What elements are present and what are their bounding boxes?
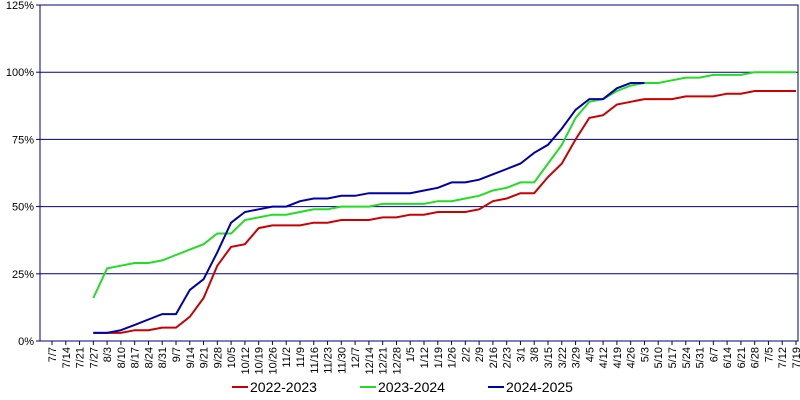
x-tick-label: 8/17 <box>130 347 142 368</box>
x-tick-label: 5/31 <box>695 347 707 368</box>
series-line <box>93 82 645 334</box>
x-tick-label: 3/1 <box>515 347 527 362</box>
y-tick-label: 0% <box>18 336 34 348</box>
x-tick-label: 6/14 <box>722 347 734 368</box>
x-tick-label: 7/5 <box>763 347 775 362</box>
x-tick-label: 9/21 <box>199 347 211 368</box>
x-tick-label: 10/5 <box>226 347 238 368</box>
x-tick-label: 1/19 <box>433 347 445 368</box>
x-tick-label: 10/19 <box>254 347 266 375</box>
x-tick-label: 11/2 <box>281 347 293 368</box>
x-tick-label: 6/28 <box>750 347 762 368</box>
x-tick-label: 12/28 <box>391 347 403 375</box>
x-tick-label: 8/31 <box>157 347 169 368</box>
x-tick-label: 2/23 <box>502 347 514 368</box>
x-tick-label: 4/5 <box>584 347 596 362</box>
x-tick-label: 6/7 <box>708 347 720 362</box>
x-tick-label: 11/9 <box>295 347 307 368</box>
x-tick-label: 5/3 <box>639 347 651 362</box>
x-tick-label: 7/27 <box>88 347 100 368</box>
legend-label: 2024-2025 <box>506 379 573 395</box>
x-tick-label: 11/16 <box>309 347 321 374</box>
x-tick-label: 8/24 <box>143 347 155 368</box>
x-tick-label: 10/26 <box>267 347 279 375</box>
x-tick-label: 1/26 <box>447 347 459 368</box>
x-tick-label: 9/28 <box>212 347 224 368</box>
y-tick-label: 25% <box>12 269 34 281</box>
x-tick-label: 7/12 <box>777 347 789 368</box>
x-tick-label: 7/19 <box>791 347 800 368</box>
x-tick-label: 8/3 <box>102 347 114 362</box>
x-tick-label: 3/15 <box>543 347 555 368</box>
x-tick-label: 5/24 <box>681 347 693 368</box>
x-tick-label: 7/21 <box>75 347 87 368</box>
x-tick-label: 11/30 <box>336 347 348 374</box>
x-tick-label: 4/19 <box>612 347 624 368</box>
x-tick-label: 1/12 <box>419 347 431 368</box>
x-tick-label: 6/21 <box>736 347 748 368</box>
plot-frame <box>39 4 799 342</box>
x-tick-label: 3/22 <box>557 347 569 368</box>
x-tick-label: 2/2 <box>460 347 472 362</box>
x-tick-label: 9/14 <box>185 347 197 368</box>
series-line <box>93 90 796 334</box>
x-tick-label: 1/5 <box>405 347 417 362</box>
legend-label: 2023-2024 <box>378 379 445 395</box>
x-tick-label: 5/17 <box>667 347 679 368</box>
x-tick-label: 9/7 <box>171 347 183 362</box>
x-tick-label: 10/12 <box>240 347 252 375</box>
x-tick-label: 8/10 <box>116 347 128 368</box>
x-tick-label: 4/12 <box>598 347 610 368</box>
y-tick-label: 75% <box>12 134 34 146</box>
x-tick-label: 12/14 <box>364 347 376 375</box>
x-tick-label: 2/9 <box>474 347 486 362</box>
y-tick-label: 100% <box>6 67 34 79</box>
y-tick-label: 125% <box>6 0 34 12</box>
x-tick-label: 5/10 <box>653 347 665 368</box>
series-line <box>92 71 796 299</box>
x-tick-label: 12/7 <box>350 347 362 368</box>
x-tick-label: 7/7 <box>47 347 59 362</box>
x-tick-label: 2/16 <box>488 347 500 368</box>
x-tick-label: 7/14 <box>61 347 73 368</box>
x-tick-label: 11/23 <box>323 347 335 374</box>
x-tick-label: 3/8 <box>529 347 541 362</box>
x-tick-label: 4/26 <box>626 347 638 368</box>
x-tick-label: 12/21 <box>378 347 390 375</box>
legend-label: 2022-2023 <box>250 379 317 395</box>
x-tick-label: 3/29 <box>571 347 583 368</box>
y-tick-label: 50% <box>12 202 34 214</box>
